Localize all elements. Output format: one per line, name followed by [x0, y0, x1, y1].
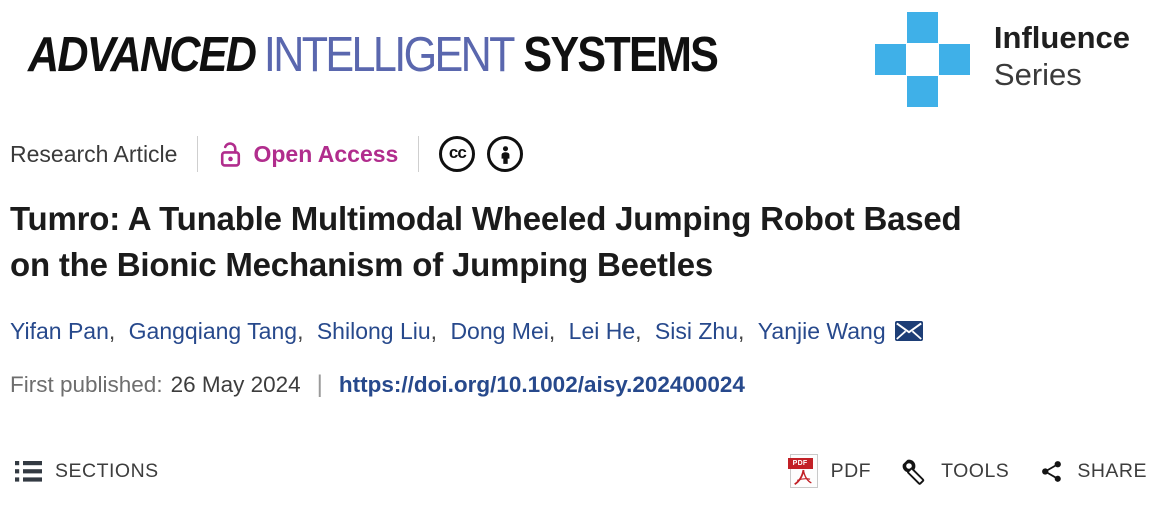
- article-title-line2: on the Bionic Mechanism of Jumping Beetl…: [10, 246, 714, 283]
- author-separator: ,: [548, 318, 562, 344]
- license-icons: cc: [439, 136, 524, 172]
- article-title: Tumro: A Tunable Multimodal Wheeled Jump…: [10, 196, 1149, 288]
- share-label: SHARE: [1077, 459, 1147, 482]
- journal-logo-word-systems: SYSTEMS: [523, 28, 719, 82]
- open-lock-icon: [218, 140, 243, 169]
- author-link[interactable]: Dong Mei: [450, 318, 549, 344]
- author-separator: ,: [738, 318, 751, 344]
- divider: [418, 136, 420, 172]
- email-envelope-icon[interactable]: [894, 320, 923, 347]
- journal-logo-word-intelligent: INTELLIGENT: [263, 28, 516, 82]
- author-separator: ,: [635, 318, 648, 344]
- divider: [197, 136, 199, 172]
- series-logo-text: Influence Series: [994, 19, 1130, 93]
- publication-row: First published: 26 May 2024 | https://d…: [10, 371, 1159, 399]
- sections-label: SECTIONS: [55, 459, 159, 482]
- author-link[interactable]: Sisi Zhu: [654, 318, 739, 344]
- divider: |: [316, 371, 323, 398]
- article-meta-row: Research Article Open Access cc: [10, 134, 1159, 174]
- journal-logo-word-advanced: ADVANCED: [28, 28, 257, 82]
- article-type-label: Research Article: [10, 140, 178, 167]
- author-link[interactable]: Shilong Liu: [316, 318, 431, 344]
- pdf-file-icon: PDF: [787, 454, 818, 488]
- journal-logo[interactable]: ADVANCED INTELLIGENT SYSTEMS: [28, 27, 719, 83]
- tools-button[interactable]: TOOLS: [901, 457, 1010, 485]
- open-access-badge: Open Access: [218, 140, 398, 169]
- masthead: ADVANCED INTELLIGENT SYSTEMS Influence Ser…: [0, 0, 1159, 110]
- sections-button[interactable]: SECTIONS: [15, 460, 159, 483]
- tools-label: TOOLS: [941, 459, 1010, 482]
- author-link[interactable]: Gangqiang Tang: [128, 318, 298, 344]
- influence-series-logo[interactable]: Influence Series: [874, 12, 1130, 107]
- first-published-label: First published:: [10, 372, 163, 397]
- pdf-label: PDF: [830, 459, 872, 482]
- pdf-banner-label: PDF: [787, 458, 813, 469]
- share-icon: [1039, 459, 1064, 484]
- sections-list-icon: [15, 460, 42, 483]
- author-list: Yifan Pan, Gangqiang Tang, Shilong Liu, …: [10, 318, 886, 345]
- plus-icon: [874, 12, 970, 107]
- wrench-icon: [901, 457, 928, 485]
- author-row: Yifan Pan, Gangqiang Tang, Shilong Liu, …: [10, 318, 1159, 345]
- author-separator: ,: [297, 318, 310, 344]
- toolbar-right-group: PDF PDF TOOLS: [787, 454, 1147, 488]
- open-access-label: Open Access: [253, 140, 399, 167]
- author-link[interactable]: Yanjie Wang: [757, 318, 886, 344]
- author-link[interactable]: Lei He: [568, 318, 636, 344]
- article-toolbar: SECTIONS PDF PDF: [0, 451, 1159, 491]
- article-title-line1: Tumro: A Tunable Multimodal Wheeled Jump…: [10, 200, 962, 237]
- cc-license-icon[interactable]: cc: [439, 136, 476, 172]
- pdf-button[interactable]: PDF PDF: [787, 454, 872, 488]
- share-button[interactable]: SHARE: [1039, 459, 1147, 484]
- author-separator: ,: [430, 318, 444, 344]
- series-subtitle: Series: [993, 57, 1082, 92]
- series-name: Influence: [993, 20, 1130, 55]
- author-separator: ,: [108, 318, 122, 344]
- cc-by-attribution-icon[interactable]: [487, 136, 524, 172]
- author-link[interactable]: Yifan Pan: [10, 318, 109, 344]
- doi-link[interactable]: https://doi.org/10.1002/aisy.202400024: [338, 372, 745, 397]
- publication-date: 26 May 2024: [170, 372, 301, 397]
